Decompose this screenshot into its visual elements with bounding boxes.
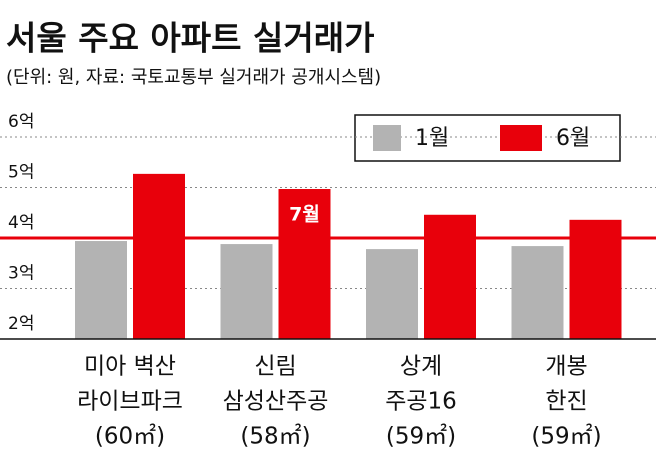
bar <box>511 246 564 339</box>
bar <box>366 249 418 339</box>
x-tick-label: (59㎡) <box>386 424 456 450</box>
bar <box>75 241 127 339</box>
x-tick-label: 개봉 <box>545 354 587 380</box>
y-tick-label: 3억 <box>8 264 34 284</box>
bar <box>278 189 331 339</box>
x-tick-label: 주공16 <box>385 389 457 415</box>
chart-title: 서울 주요 아파트 실거래가 <box>6 19 374 58</box>
y-tick-label: 4억 <box>8 213 34 233</box>
legend-label: 6월 <box>556 126 590 151</box>
x-tick-label: 미아 벽산 <box>84 354 176 380</box>
x-tick-label: 라이브파크 <box>77 389 183 415</box>
bar <box>424 214 476 339</box>
x-tick-label: 한진 <box>545 389 587 415</box>
chart-subtitle: (단위: 원, 자료: 국토교통부 실거래가 공개시스템) <box>6 67 381 88</box>
annotation: 7월 <box>289 204 320 226</box>
x-tick-label: (58㎡) <box>240 424 310 450</box>
legend-swatch <box>500 125 542 151</box>
x-tick-label: 상계 <box>400 354 442 380</box>
x-tick-label: 신림 <box>254 354 296 380</box>
bar <box>569 219 622 339</box>
x-tick-label: 삼성산주공 <box>223 389 329 415</box>
x-tick-label: (60㎡) <box>95 424 165 450</box>
bar <box>133 173 185 339</box>
y-tick-label: 2억 <box>8 314 34 334</box>
x-tick-label: (59㎡) <box>531 424 601 450</box>
y-tick-label: 6억 <box>8 112 34 132</box>
bar <box>220 244 273 339</box>
legend-label: 1월 <box>415 126 449 151</box>
legend-swatch <box>373 125 401 151</box>
y-tick-label: 5억 <box>8 163 34 183</box>
